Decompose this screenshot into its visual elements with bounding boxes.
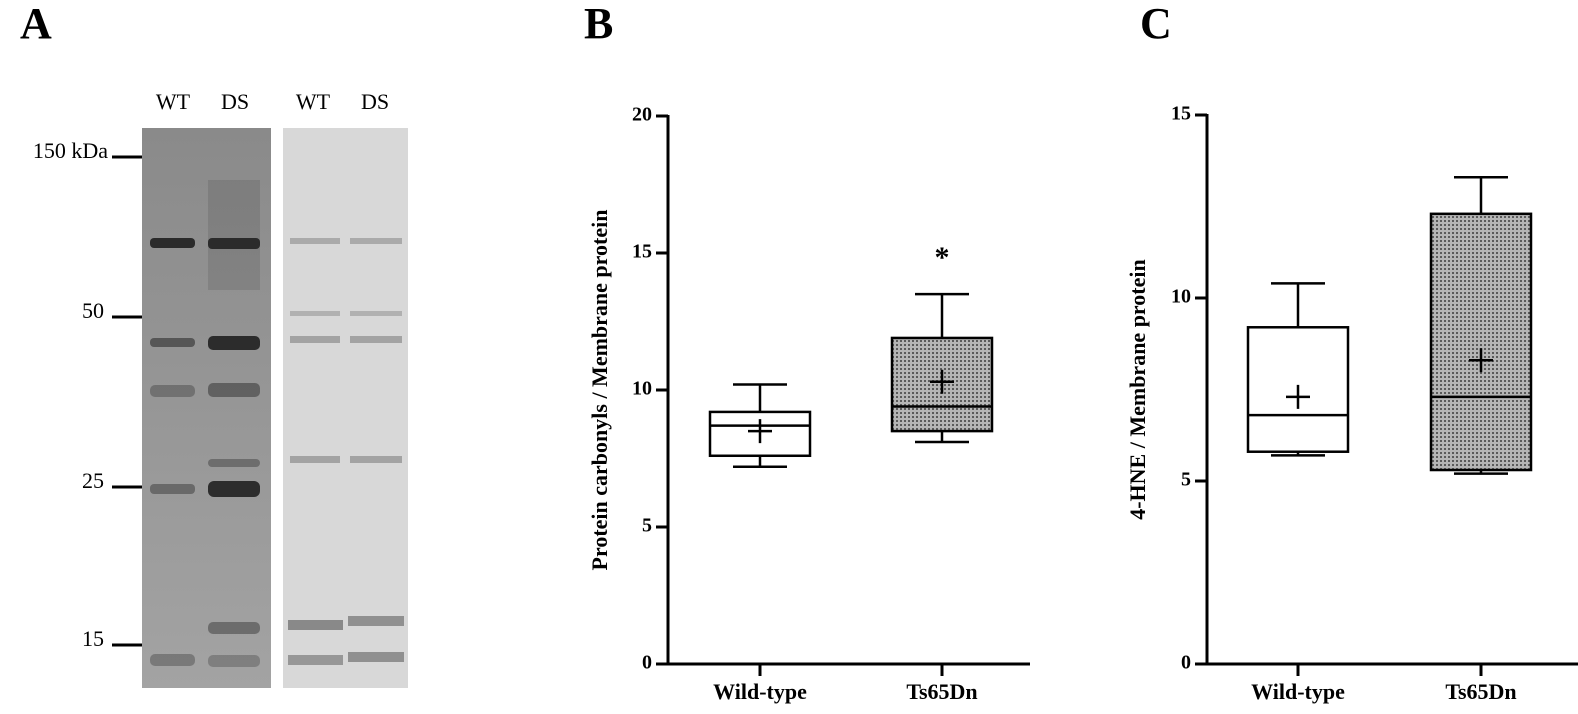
- significance-mark: *: [935, 241, 950, 274]
- lane-label: DS: [221, 89, 249, 114]
- x-tick-label: Ts65Dn: [1445, 679, 1516, 704]
- y-tick-label: 0: [1181, 652, 1191, 674]
- marker-ticks: [112, 157, 142, 645]
- x-tick-label: Ts65Dn: [906, 679, 977, 704]
- y-tick-label: 20: [632, 104, 652, 126]
- marker-label: 150 kDa: [33, 138, 108, 163]
- box: [1431, 214, 1531, 470]
- marker-label: 15: [82, 626, 104, 651]
- y-tick-label: 10: [1171, 286, 1191, 308]
- y-tick-label: 15: [632, 241, 652, 263]
- y-axis-label: 4-HNE / Membrane protein: [1125, 259, 1150, 520]
- panel-label: A: [20, 0, 52, 48]
- gel: [283, 128, 408, 688]
- marker-label: 50: [82, 298, 104, 323]
- figure: A B C WT DS WT DS 15: [0, 0, 1578, 714]
- panel-label: B: [584, 0, 613, 48]
- y-tick-label: 0: [642, 652, 652, 674]
- y-tick-label: 5: [642, 515, 652, 537]
- x-tick-label: Wild-type: [713, 679, 807, 704]
- y-axis-label: Protein carbonyls / Membrane protein: [587, 210, 612, 571]
- lane-label: DS: [361, 89, 389, 114]
- y-tick-label: 10: [632, 378, 652, 400]
- lane-label: WT: [296, 89, 331, 114]
- blot: WT DS WT DS 150 kDa 50 25 15: [33, 89, 408, 688]
- y-tick-label: 5: [1181, 469, 1191, 491]
- marker-label: 25: [82, 468, 104, 493]
- panel-label: C: [1140, 0, 1172, 48]
- y-tick-label: 15: [1171, 103, 1191, 125]
- lane-label: WT: [156, 89, 191, 114]
- x-tick-label: Wild-type: [1251, 679, 1345, 704]
